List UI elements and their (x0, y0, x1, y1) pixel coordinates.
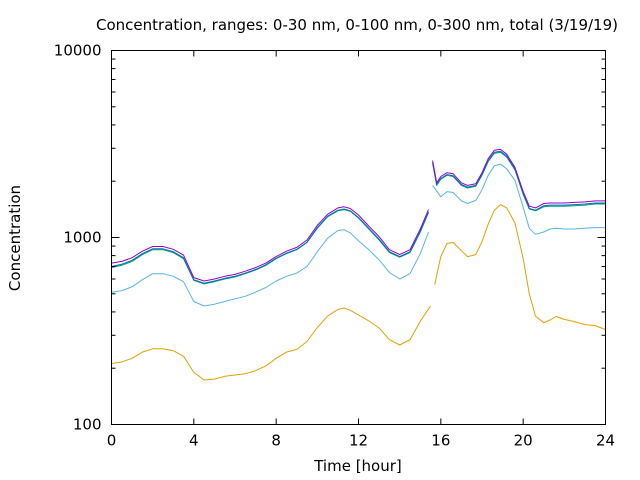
x-tick-label: 24 (596, 432, 615, 450)
x-tick-label: 4 (189, 432, 199, 450)
x-tick-label: 16 (431, 432, 450, 450)
chart-title: Concentration, ranges: 0-30 nm, 0-100 nm… (96, 16, 618, 34)
series-line-2 (111, 163, 606, 307)
y-tick-label: 10000 (54, 42, 102, 60)
tick-layer: 0 4 8 12 16 20 24 100 1000 10000 (54, 42, 615, 450)
x-tick-label: 20 (514, 432, 533, 450)
x-tick-label: 8 (271, 432, 281, 450)
x-axis-label: Time [hour] (313, 457, 402, 475)
y-tick-label: 1000 (63, 229, 101, 247)
series-layer (111, 148, 606, 381)
x-tick-label: 0 (107, 432, 117, 450)
series-line-4 (111, 150, 606, 284)
y-tick-label: 100 (73, 416, 102, 434)
y-axis-label: Concentration (6, 185, 24, 291)
series-line-5 (111, 148, 606, 282)
series-line-1 (111, 204, 606, 381)
plot-frame (111, 50, 606, 425)
x-tick-label: 12 (349, 432, 368, 450)
